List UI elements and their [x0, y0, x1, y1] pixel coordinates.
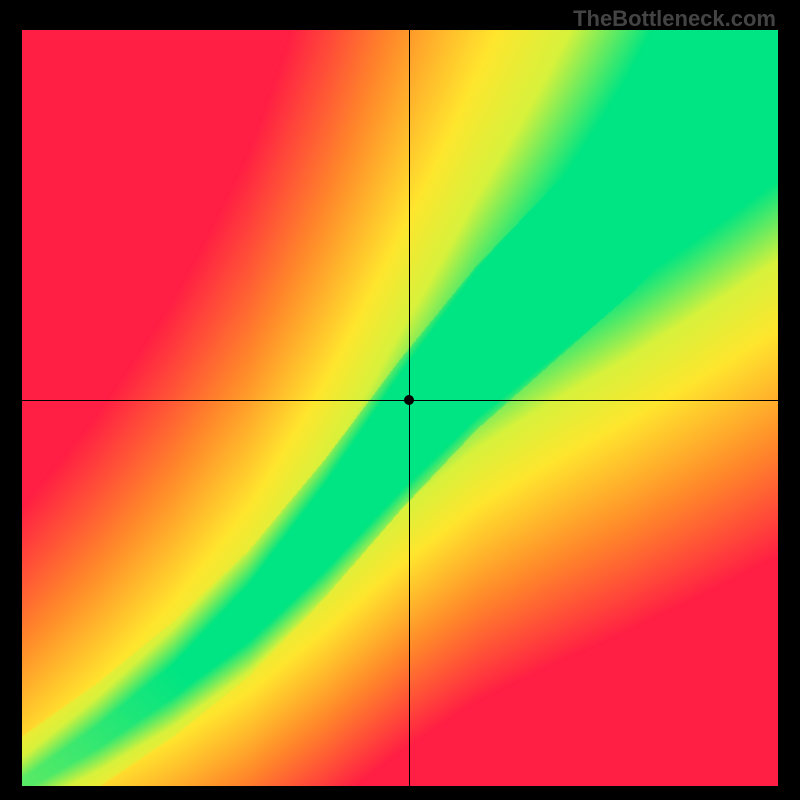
crosshair-horizontal [22, 400, 778, 401]
crosshair-vertical [409, 30, 410, 786]
heatmap-plot [22, 30, 778, 786]
heatmap-canvas [22, 30, 778, 786]
crosshair-marker [404, 395, 414, 405]
watermark-text: TheBottleneck.com [573, 6, 776, 32]
